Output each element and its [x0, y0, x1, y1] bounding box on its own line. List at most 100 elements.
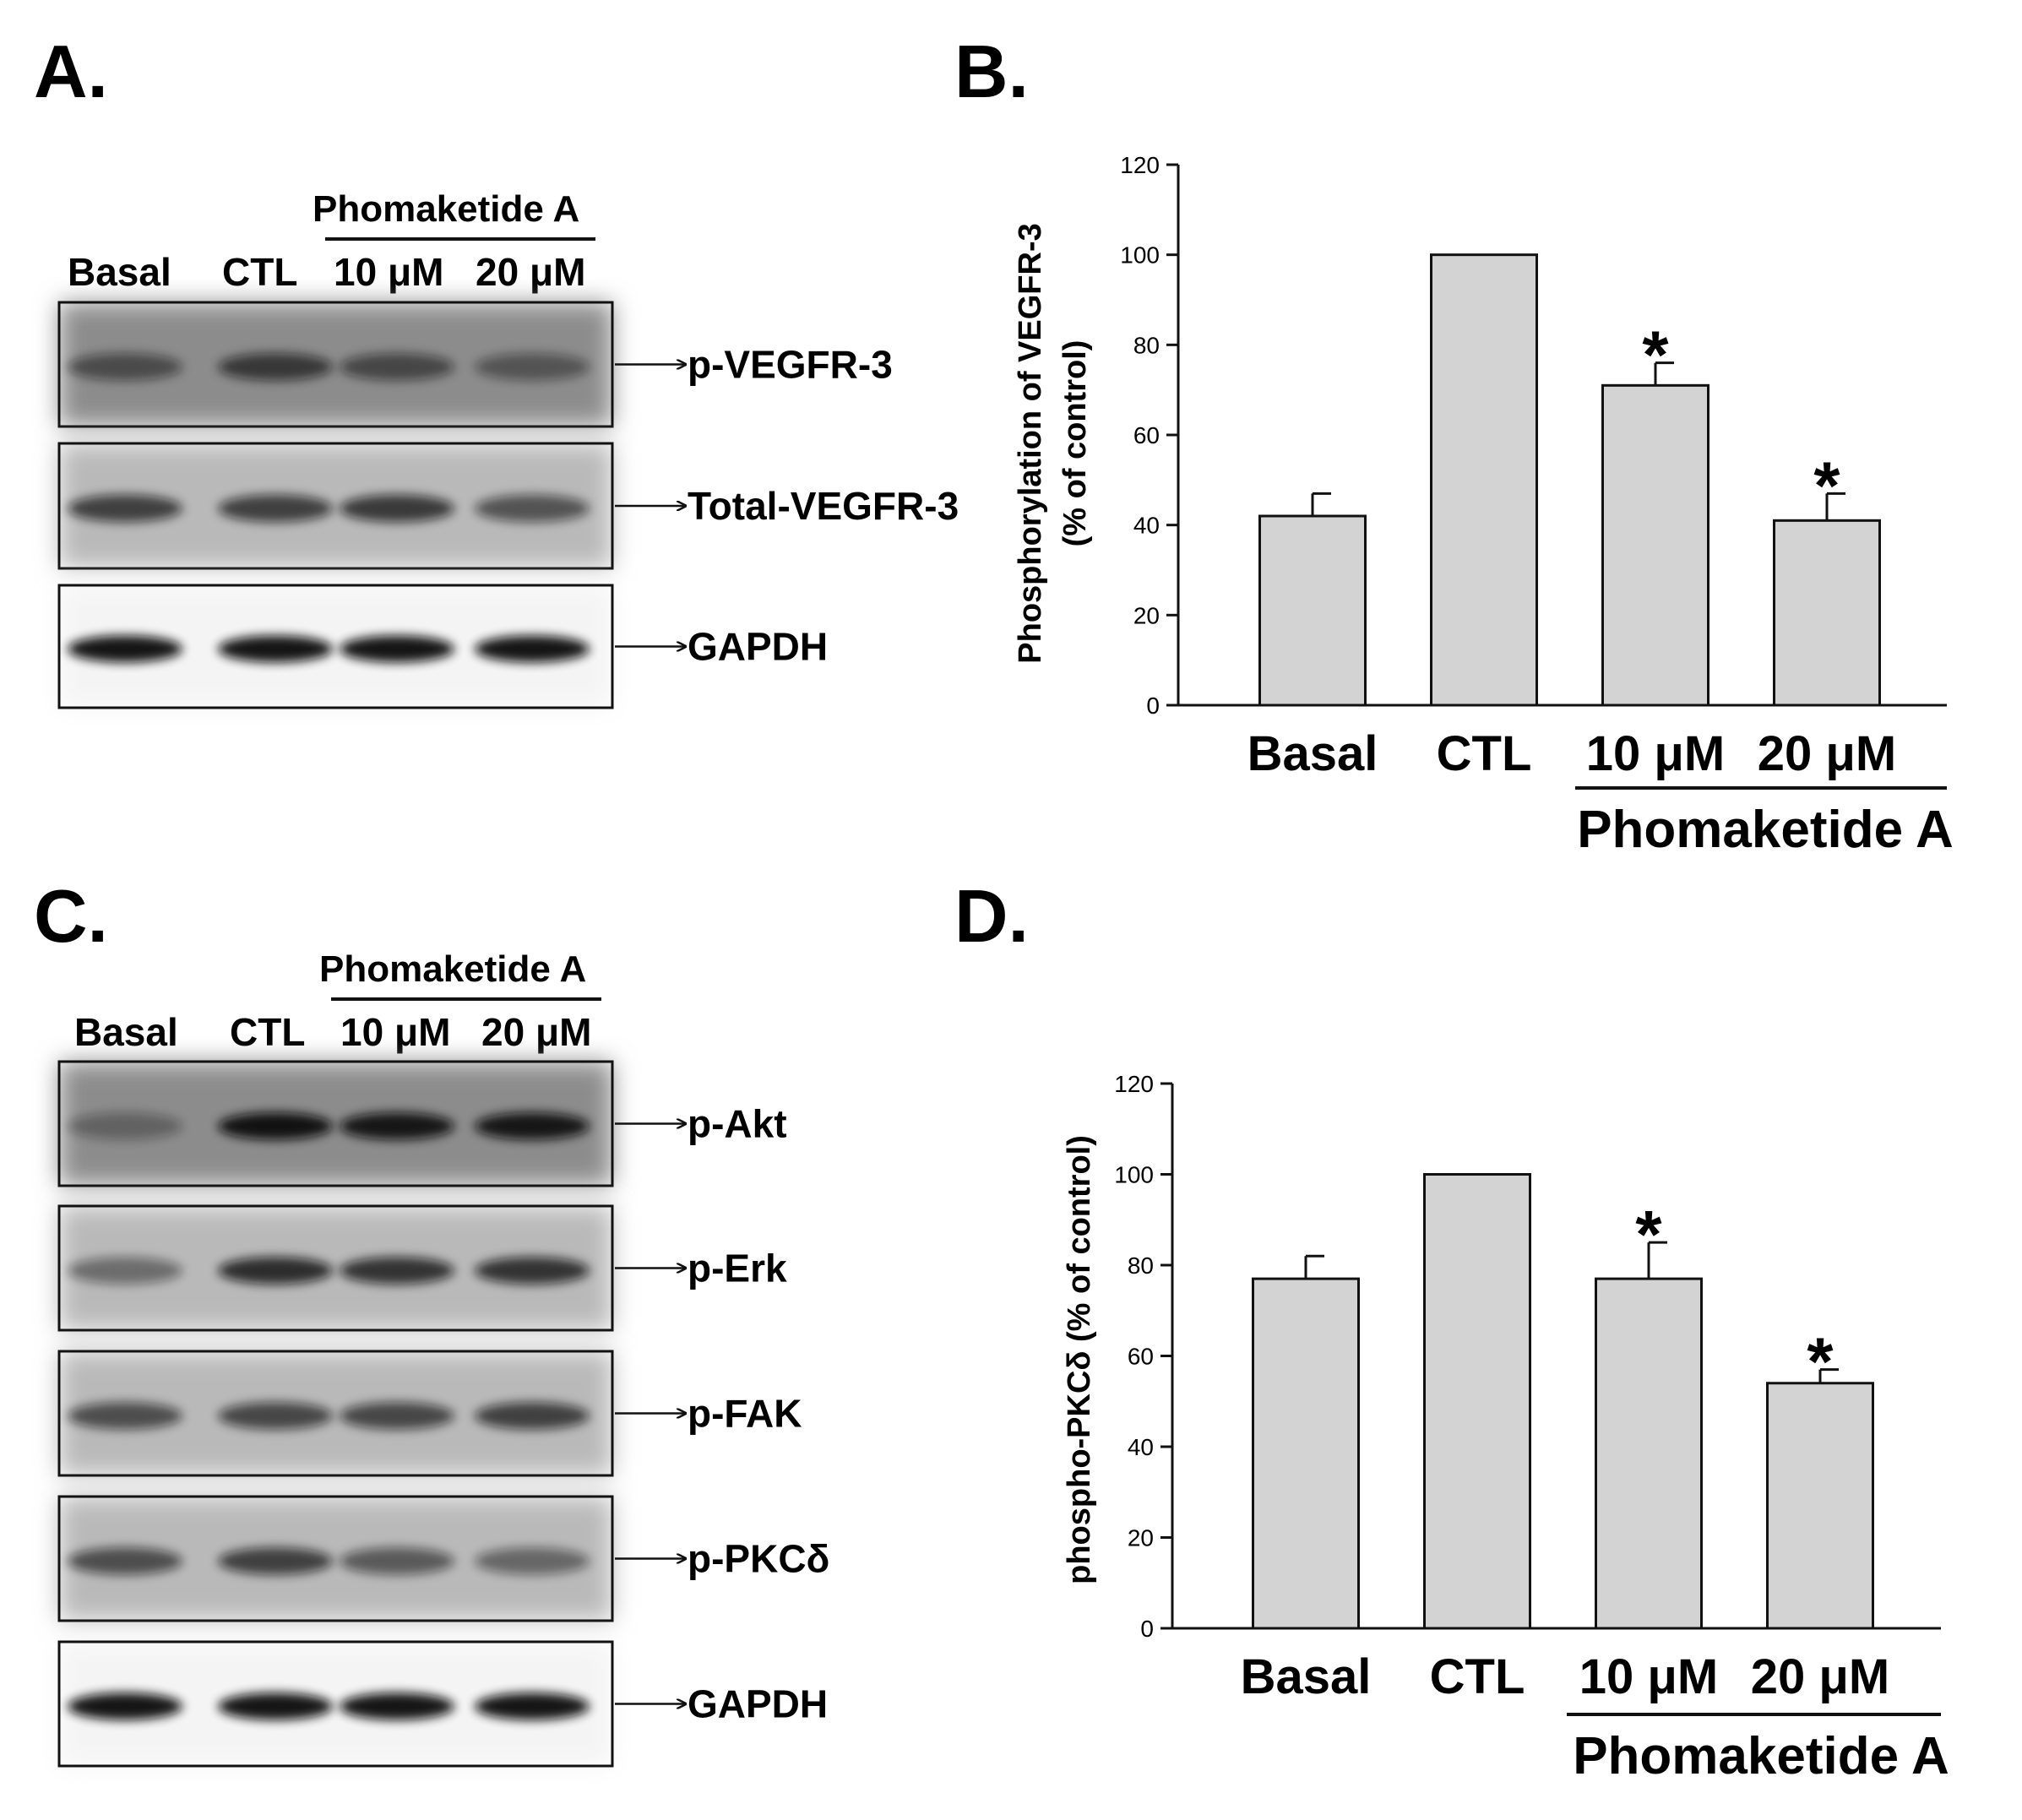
y-tick-label: 120	[1114, 1071, 1154, 1097]
protein-label: p-VEGFR-3	[688, 343, 893, 387]
y-tick-label: 20	[1133, 602, 1160, 628]
bar	[1430, 253, 1538, 707]
blot-band	[218, 1402, 333, 1430]
y-tick-label: 0	[1140, 1616, 1154, 1642]
y-tick-label: 40	[1128, 1434, 1154, 1460]
blot-band	[68, 494, 182, 523]
blot-band	[340, 1112, 454, 1140]
blot-band	[340, 1402, 454, 1430]
protein-label: GAPDH	[688, 1682, 828, 1726]
blot-frame	[57, 301, 614, 428]
panel-c-lane-label: 20 μM	[481, 1010, 591, 1054]
blot-band	[68, 1257, 182, 1285]
blot-frame	[57, 1640, 614, 1768]
blot-band	[475, 1692, 590, 1720]
blot-band	[68, 353, 182, 381]
x-category-label: CTL	[1430, 1649, 1525, 1704]
y-tick-label: 120	[1120, 152, 1160, 178]
protein-label: Total-VEGFR-3	[688, 484, 959, 528]
panel-a-lane-label: 10 μM	[334, 250, 443, 294]
x-category-label: 10 μM	[1586, 726, 1725, 781]
blot-band	[475, 1547, 590, 1575]
y-tick-label: 60	[1133, 422, 1160, 448]
significance-marker: *	[1635, 1197, 1662, 1272]
significance-marker: *	[1642, 318, 1669, 393]
group-label: Phomaketide A	[1577, 801, 1954, 859]
chart-b-y-axis-label: Phosphorylation of VEGFR-3	[1013, 223, 1048, 663]
y-tick-label: 20	[1128, 1525, 1154, 1551]
blot-band	[218, 1547, 333, 1575]
bar	[1252, 1277, 1360, 1630]
blot-band	[475, 635, 590, 663]
blot-frame	[57, 442, 614, 570]
protein-label: p-Erk	[688, 1247, 787, 1290]
significance-marker: *	[1807, 1324, 1834, 1399]
blot-band	[340, 1257, 454, 1285]
panel-d: D. phospho-PKCδ (% of control) 0 20 40 60 80…	[954, 874, 1949, 1785]
panel-d-letter: D.	[954, 874, 1029, 958]
bar	[1773, 519, 1881, 707]
bar	[1595, 1277, 1703, 1630]
blot-row: p-PKCδ	[57, 1495, 829, 1622]
blot-band	[340, 1692, 454, 1720]
y-tick-label: 0	[1146, 693, 1160, 719]
blot-band	[218, 1112, 333, 1140]
y-tick-label: 40	[1133, 513, 1160, 539]
blot-row: GAPDH	[57, 584, 828, 709]
chart-b-y-axis-label: (% of control)	[1057, 340, 1093, 547]
blot-band	[340, 1547, 454, 1575]
bar	[1601, 383, 1709, 707]
blot-band	[475, 1112, 590, 1140]
blot-band	[68, 1692, 182, 1720]
significance-marker: *	[1813, 448, 1840, 523]
protein-label: p-Akt	[688, 1102, 787, 1146]
blot-band	[340, 494, 454, 523]
panel-a: A. Phomaketide A Basal CTL 10 μM 20 μM p…	[34, 30, 959, 709]
panel-c-group-label: Phomaketide A	[319, 948, 586, 990]
blot-band	[68, 1402, 182, 1430]
blot-band	[218, 1692, 333, 1720]
panel-a-letter: A.	[34, 30, 108, 113]
protein-label: GAPDH	[688, 625, 828, 669]
blot-band	[475, 1257, 590, 1285]
panel-b: B. Phosphorylation of VEGFR-3 (% of cont…	[954, 30, 1954, 859]
blot-band	[340, 635, 454, 663]
blot-band	[475, 494, 590, 523]
x-category-label: CTL	[1437, 726, 1532, 781]
blot-band	[218, 353, 333, 381]
blot-frame	[57, 584, 614, 709]
blot-frame	[57, 1060, 614, 1187]
blot-band	[68, 1547, 182, 1575]
blot-band	[218, 494, 333, 523]
panel-c-lane-label: Basal	[74, 1010, 178, 1054]
blot-frame	[57, 1350, 614, 1477]
chart-d-y-axis-label: phospho-PKCδ (% of control)	[1062, 1135, 1097, 1584]
y-tick-label: 80	[1128, 1252, 1154, 1279]
blot-frame	[57, 1204, 614, 1332]
blot-row: p-Akt	[57, 1060, 787, 1187]
x-category-label: 20 μM	[1751, 1649, 1889, 1704]
blot-band	[68, 1112, 182, 1140]
blot-band	[218, 1257, 333, 1285]
blot-row: Total-VEGFR-3	[57, 442, 959, 570]
panel-b-letter: B.	[954, 30, 1029, 113]
protein-label: p-FAK	[688, 1392, 802, 1436]
x-category-label: 10 μM	[1579, 1649, 1718, 1704]
group-label: Phomaketide A	[1573, 1727, 1949, 1785]
panel-c-letter: C.	[34, 874, 108, 958]
panel-c-lane-label: CTL	[230, 1010, 305, 1054]
y-tick-label: 100	[1120, 242, 1160, 269]
blot-band	[218, 635, 333, 663]
bar	[1258, 514, 1367, 707]
protein-label: p-PKCδ	[688, 1537, 829, 1581]
panel-a-lane-label: Basal	[68, 250, 171, 294]
blot-row: p-FAK	[57, 1350, 802, 1477]
blot-band	[475, 353, 590, 381]
x-category-label: 20 μM	[1758, 726, 1896, 781]
y-tick-label: 60	[1128, 1344, 1154, 1370]
blot-row: GAPDH	[57, 1640, 828, 1768]
panel-a-lane-label: CTL	[222, 250, 297, 294]
y-tick-label: 100	[1114, 1162, 1154, 1188]
y-tick-label: 80	[1133, 332, 1160, 358]
